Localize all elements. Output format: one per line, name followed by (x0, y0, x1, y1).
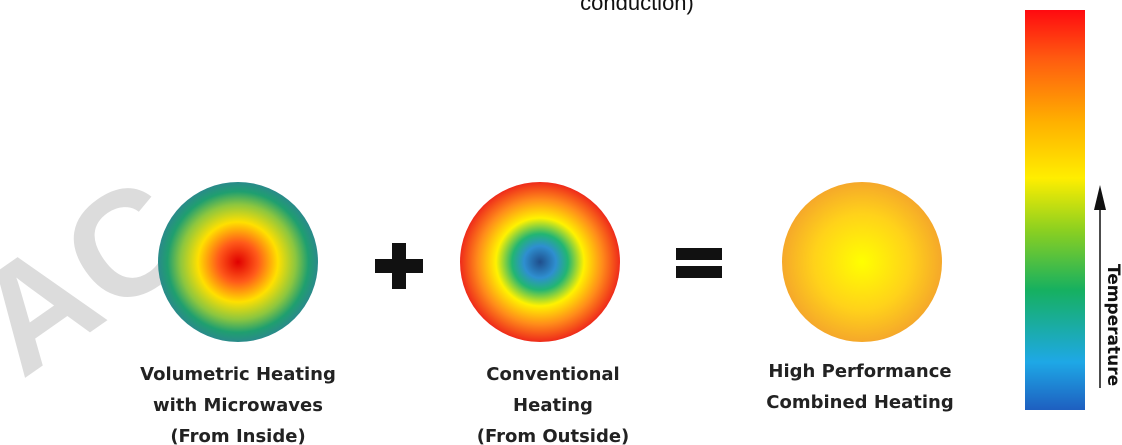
caption-3: High Performance Combined Heating (766, 361, 953, 413)
circle-conventional (460, 182, 620, 342)
header-fragment: conduction) (580, 0, 694, 15)
arrow-head (1094, 185, 1106, 210)
temperature-bar (1025, 10, 1085, 410)
caption-line: with Microwaves (153, 395, 323, 416)
circle-volumetric (158, 182, 318, 342)
caption-line: High Performance (768, 361, 951, 382)
caption-1: Volumetric Heating with Microwaves (From… (140, 364, 336, 445)
caption-line: Heating (513, 395, 593, 416)
caption-line: Combined Heating (766, 392, 953, 413)
caption-line: Conventional (486, 364, 619, 385)
caption-line: Volumetric Heating (140, 364, 336, 385)
caption-line: (From Inside) (170, 426, 305, 445)
plus-sign (375, 243, 423, 289)
caption-line: (From Outside) (477, 426, 630, 445)
caption-2: Conventional Heating (From Outside) (477, 364, 630, 445)
circle-combined (782, 182, 942, 342)
equals-sign (676, 248, 722, 278)
scale-label: Temperature (1103, 264, 1122, 386)
